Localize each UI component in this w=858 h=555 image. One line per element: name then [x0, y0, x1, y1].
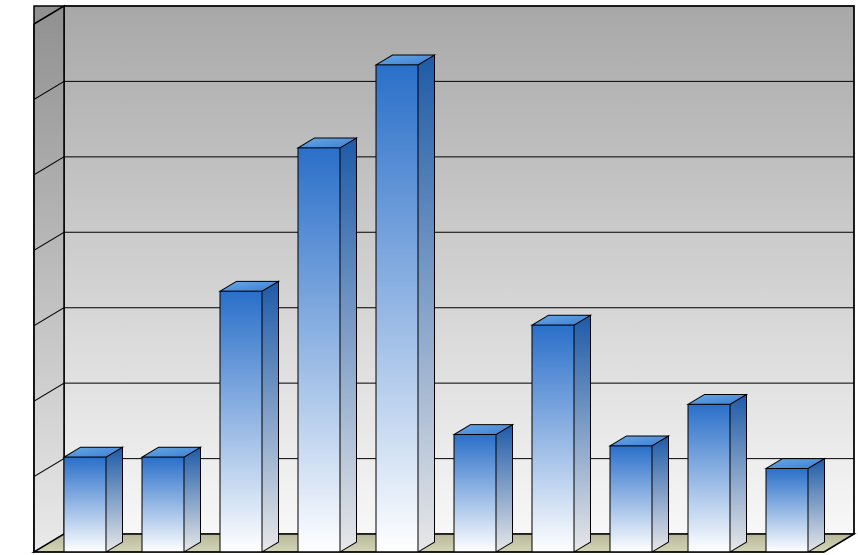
- bar-front: [64, 457, 106, 552]
- bar: [610, 436, 669, 552]
- bar: [64, 447, 123, 552]
- bar-side: [106, 447, 123, 552]
- bar: [220, 281, 279, 552]
- bar-front: [376, 65, 418, 552]
- chart-svg: [0, 0, 858, 555]
- bar-side: [262, 281, 279, 552]
- bar: [376, 55, 435, 552]
- bar: [532, 315, 591, 552]
- bar-chart-3d: [0, 0, 858, 555]
- bar-side: [340, 138, 357, 552]
- bar-front: [688, 404, 730, 552]
- side-wall-correct: [34, 6, 64, 552]
- bar-front: [220, 291, 262, 552]
- bar-front: [766, 468, 808, 552]
- bar-front: [142, 457, 184, 552]
- bar-side: [184, 447, 201, 552]
- bar-front: [454, 435, 496, 552]
- bar-side: [652, 436, 669, 552]
- bar-side: [574, 315, 591, 552]
- bar-side: [808, 459, 825, 552]
- bar: [298, 138, 357, 552]
- bar-front: [610, 446, 652, 552]
- bar-side: [730, 394, 747, 552]
- bar: [766, 459, 825, 552]
- bar-side: [418, 55, 435, 552]
- bar: [454, 425, 513, 552]
- bar-front: [532, 325, 574, 552]
- bar: [688, 394, 747, 552]
- bar-side: [496, 425, 513, 552]
- bar-front: [298, 148, 340, 552]
- bar: [142, 447, 201, 552]
